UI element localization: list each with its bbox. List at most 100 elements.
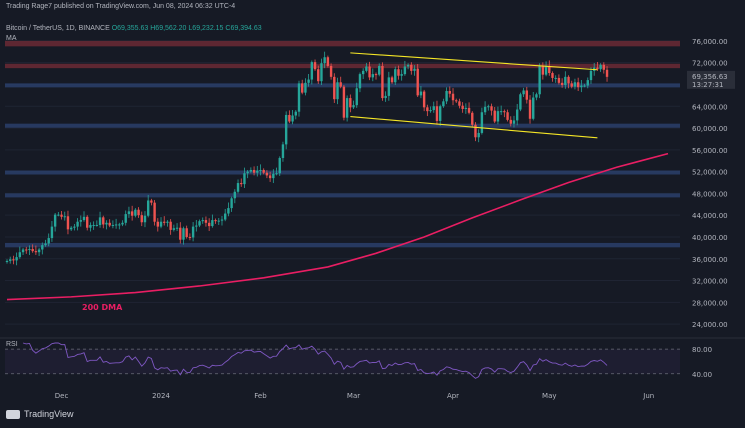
y-tick-label: 40,000.00	[692, 234, 728, 242]
price-tag-value: 69,356.63	[692, 73, 728, 81]
candle-body	[503, 111, 506, 113]
candle-body	[291, 115, 294, 122]
candle-body	[12, 259, 15, 261]
candle-body	[358, 74, 362, 89]
candle-body	[390, 77, 394, 83]
candle-body	[272, 173, 275, 179]
candle-body	[519, 94, 522, 110]
candle-body	[198, 221, 201, 226]
tradingview-logo: TradingView	[6, 409, 74, 419]
y-tick-label: 32,000.00	[692, 278, 728, 286]
candle-body	[451, 93, 455, 101]
candle-body	[483, 106, 487, 113]
candle-body	[320, 63, 323, 82]
y-tick-label: 44,000.00	[692, 212, 728, 220]
rsi-level-label: 40.00	[692, 371, 712, 379]
candle-body	[528, 99, 532, 119]
candle-body	[73, 226, 76, 228]
x-tick-label: Dec	[55, 392, 69, 400]
candle-body	[146, 200, 150, 216]
candle-body	[438, 106, 442, 121]
candle-body	[304, 82, 307, 93]
candle-body	[28, 248, 31, 251]
candle-body	[403, 66, 407, 75]
candle-body	[413, 68, 416, 71]
candle-body	[422, 91, 426, 108]
candle-body	[371, 74, 374, 78]
tradingview-logo-text: TradingView	[24, 409, 74, 419]
candle-body	[442, 101, 445, 107]
candle-body	[294, 111, 297, 116]
candle-body	[66, 216, 70, 230]
candle-body	[121, 222, 124, 225]
candle-body	[394, 69, 397, 83]
candle-body	[355, 88, 358, 106]
candle-body	[345, 98, 349, 118]
candle-body	[127, 211, 131, 215]
candle-body	[599, 64, 602, 70]
candle-body	[445, 91, 448, 102]
candle-body	[262, 169, 265, 173]
candle-body	[182, 228, 185, 240]
x-tick-label: 2024	[152, 392, 170, 400]
candle-body	[105, 222, 108, 225]
candle-body	[317, 69, 320, 82]
candle-body	[188, 236, 192, 238]
candle-body	[567, 76, 570, 84]
candle-body	[211, 220, 214, 227]
candle-body	[169, 221, 172, 230]
candle-body	[544, 65, 548, 75]
candle-body	[281, 144, 285, 158]
candle-body	[432, 106, 435, 111]
candle-body	[243, 173, 246, 185]
candle-body	[406, 64, 410, 67]
candle-body	[493, 110, 496, 122]
tradingview-logo-icon	[6, 409, 20, 419]
candle-body	[368, 66, 371, 78]
candle-body	[455, 100, 458, 102]
support-zone	[5, 123, 680, 128]
candle-body	[477, 132, 480, 138]
candle-body	[150, 200, 153, 203]
candle-body	[179, 227, 182, 240]
candle-body	[236, 183, 240, 192]
candle-body	[268, 175, 272, 179]
candle-body	[538, 65, 541, 95]
indicator-label[interactable]: MA	[6, 35, 17, 42]
candle-body	[474, 124, 477, 138]
candle-body	[63, 216, 66, 218]
resistance-zone	[5, 63, 680, 69]
candle-body	[256, 170, 259, 173]
candle-body	[490, 106, 493, 111]
close-value: C69,394.63	[225, 25, 262, 32]
candle-body	[137, 209, 140, 216]
candle-body	[410, 64, 413, 71]
candle-body	[153, 202, 156, 222]
candle-body	[535, 94, 538, 98]
candle-body	[89, 224, 92, 228]
candle-body	[86, 216, 89, 228]
candle-body	[605, 69, 609, 77]
candle-body	[301, 83, 304, 93]
candle-body	[288, 114, 291, 122]
low-value: L69,232.15	[188, 25, 224, 32]
candles	[5, 51, 609, 266]
x-tick-label: Jun	[642, 392, 654, 400]
candle-body	[15, 257, 18, 261]
candle-body	[361, 70, 365, 75]
support-zone	[5, 83, 680, 88]
candle-body	[419, 91, 423, 96]
candle-body	[34, 251, 38, 253]
y-tick-label: 60,000.00	[692, 125, 728, 133]
rsi-label[interactable]: RSI	[6, 341, 18, 348]
price-tag-countdown: 13:27:31	[692, 81, 723, 89]
candle-body	[429, 110, 432, 112]
candle-body	[515, 109, 519, 121]
candle-body	[532, 97, 535, 119]
candle-body	[278, 157, 281, 174]
candle-body	[557, 77, 561, 83]
candle-body	[326, 57, 330, 66]
candle-body	[560, 82, 564, 86]
candle-body	[548, 65, 551, 74]
